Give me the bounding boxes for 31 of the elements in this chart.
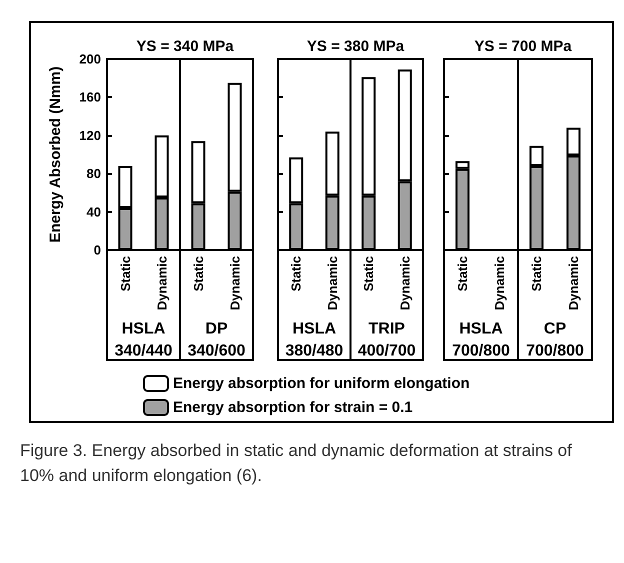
text: HSLA 380/480 bbox=[285, 320, 344, 360]
x-tick-label: Static bbox=[361, 256, 376, 292]
chart-title: YS = 380 MPa bbox=[306, 38, 405, 55]
y-tick-label: 120 bbox=[79, 128, 101, 143]
y-tick-label: 80 bbox=[86, 166, 101, 182]
text: CP 700/800 bbox=[526, 320, 584, 360]
x-tick-label: Dynamic bbox=[492, 256, 507, 310]
x-tick-label: Static bbox=[288, 256, 304, 292]
x-tick-label: Dynamic bbox=[566, 256, 581, 310]
x-tick-label: Dynamic bbox=[227, 256, 242, 310]
x-tick-label: Dynamic bbox=[324, 256, 340, 310]
x-tick-label: Static bbox=[118, 256, 133, 292]
y-tick-label: 160 bbox=[79, 90, 101, 105]
legend-label: Energy absorption for strain = 0.1 bbox=[173, 399, 413, 416]
chart-title: YS = 340 MPa bbox=[136, 38, 234, 55]
text: HSLA 340/440 bbox=[114, 320, 173, 360]
y-tick-label: 200 bbox=[79, 52, 101, 66]
chart-title: YS = 700 MPa bbox=[474, 38, 572, 55]
x-tick-label: Static bbox=[455, 256, 470, 292]
y-tick-label: 0 bbox=[94, 242, 101, 258]
x-tick-label: Dynamic bbox=[154, 256, 170, 310]
x-tick-label: Dynamic bbox=[397, 256, 412, 310]
x-tick-label: Static bbox=[190, 256, 206, 292]
text: HSLA 700/800 bbox=[452, 320, 510, 360]
caption: Figure 3. Energy absorbed in static and dynamic deformation at strains of 10% and uniform elongation (6). bbox=[20, 441, 577, 485]
legend-label: Energy absorption for uniform elongation bbox=[173, 375, 470, 392]
y-tick-label: 40 bbox=[86, 204, 101, 220]
text: DP 340/600 bbox=[188, 320, 246, 360]
y-axis-title: Energy Absorbed (Nmm) bbox=[47, 66, 64, 243]
x-tick-label: Static bbox=[529, 256, 544, 292]
text: TRIP 400/700 bbox=[358, 320, 416, 360]
